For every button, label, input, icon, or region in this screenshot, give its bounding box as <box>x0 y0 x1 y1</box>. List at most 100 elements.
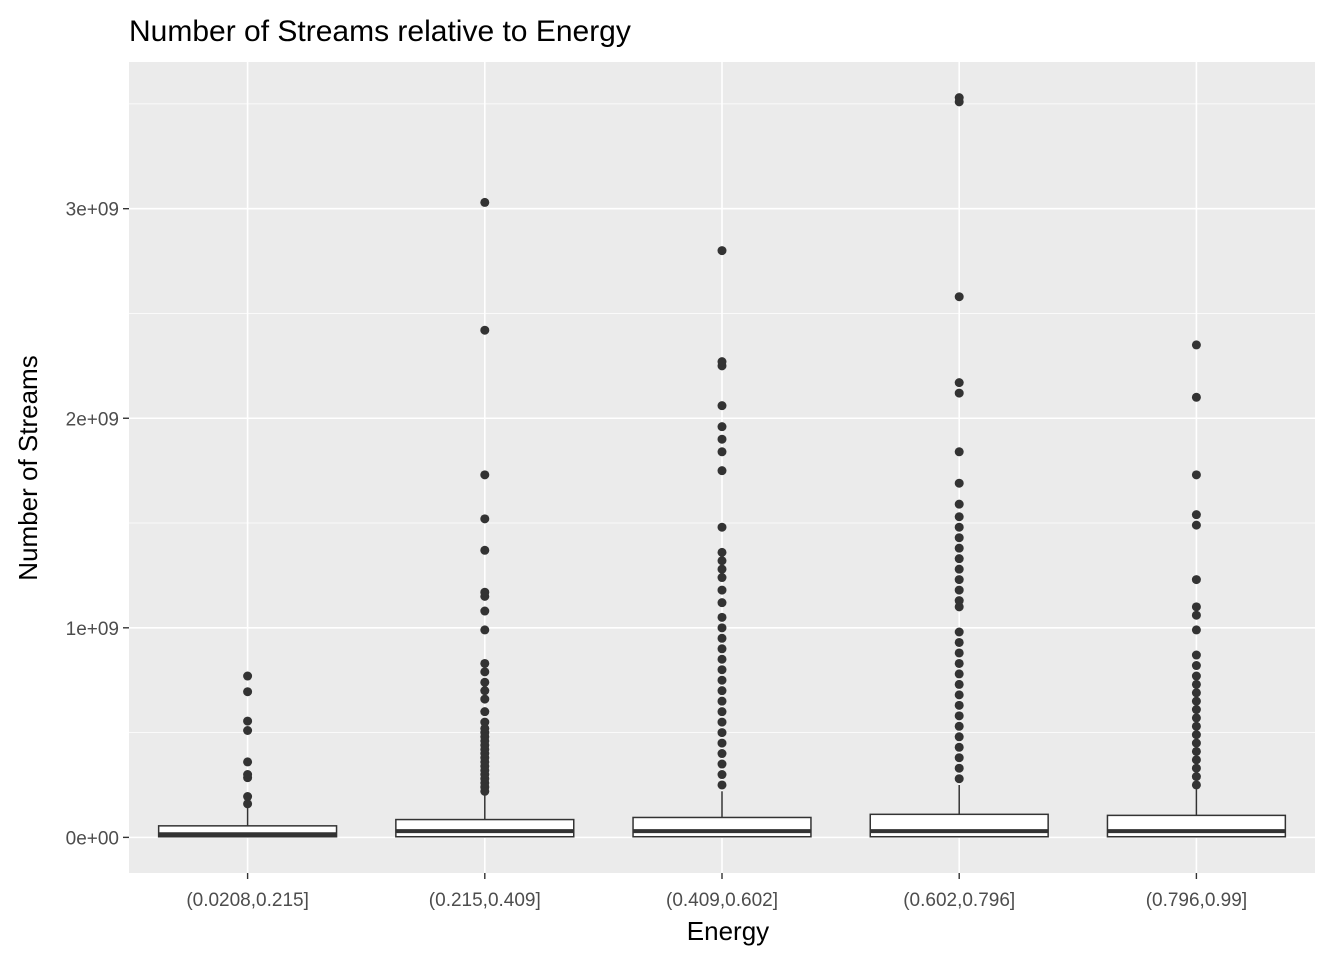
outlier-point <box>954 378 964 388</box>
outlier-point <box>954 732 964 742</box>
outlier-point <box>480 694 490 704</box>
outlier-point <box>717 728 727 738</box>
outlier-point <box>1191 602 1201 612</box>
outlier-point <box>243 687 253 697</box>
y-tick-label: 3e+09 <box>66 200 119 221</box>
outlier-point <box>717 759 727 769</box>
outlier-point <box>954 447 964 457</box>
outlier-point <box>480 514 490 524</box>
outlier-point <box>717 573 727 583</box>
outlier-point <box>243 770 253 780</box>
outlier-point <box>717 738 727 748</box>
outlier-point <box>480 667 490 677</box>
outlier-point <box>717 654 727 664</box>
outlier-point <box>717 466 727 476</box>
outlier-point <box>954 658 964 668</box>
outlier-point <box>243 757 253 767</box>
outlier-point <box>1191 625 1201 635</box>
outlier-point <box>1191 671 1201 681</box>
outlier-point <box>717 547 727 557</box>
outlier-point <box>480 606 490 616</box>
outlier-point <box>480 658 490 668</box>
x-tick-label: (0.0208,0.215] <box>186 890 309 911</box>
outlier-point <box>243 671 253 681</box>
outlier-point <box>717 707 727 717</box>
outlier-point <box>480 686 490 696</box>
box-group <box>157 671 338 838</box>
outlier-point <box>954 648 964 658</box>
outlier-point <box>954 711 964 721</box>
outlier-point <box>1191 696 1201 706</box>
y-axis-title: Number of Streams <box>13 355 43 580</box>
outlier-point <box>243 799 253 809</box>
outlier-point <box>1191 392 1201 402</box>
outlier-point <box>954 637 964 647</box>
outlier-point <box>1191 679 1201 689</box>
outlier-point <box>717 598 727 608</box>
outlier-point <box>480 717 490 727</box>
outlier-point <box>954 543 964 553</box>
box-group <box>869 93 1049 838</box>
box-group <box>395 197 575 838</box>
y-tick-label: 0e+00 <box>66 828 119 849</box>
outlier-point <box>1191 340 1201 350</box>
outlier-point <box>954 564 964 574</box>
outlier-point <box>954 585 964 595</box>
outlier-point <box>1191 755 1201 765</box>
y-tick-label: 2e+09 <box>66 409 119 430</box>
outlier-point <box>717 696 727 706</box>
outlier-point <box>1191 780 1201 790</box>
outlier-point <box>1191 730 1201 740</box>
outlier-point <box>480 587 490 597</box>
outlier-point <box>480 470 490 480</box>
y-tick-label: 1e+09 <box>66 619 119 640</box>
outlier-point <box>717 447 727 457</box>
outlier-point <box>954 753 964 763</box>
outlier-point <box>717 623 727 633</box>
box-group <box>1106 340 1287 838</box>
outlier-point <box>717 422 727 432</box>
outlier-point <box>480 325 490 335</box>
x-tick-label: (0.409,0.602] <box>666 890 778 911</box>
outlier-point <box>717 717 727 727</box>
outlier-point <box>717 401 727 411</box>
outlier-point <box>954 512 964 522</box>
outlier-point <box>954 533 964 543</box>
outlier-point <box>954 627 964 637</box>
x-axis: (0.0208,0.215] (0.215,0.409] (0.409,0.602]… <box>186 873 1247 911</box>
x-tick-label: (0.602,0.796] <box>903 890 1015 911</box>
outlier-point <box>954 388 964 398</box>
outlier-point <box>243 725 253 735</box>
outlier-point <box>480 625 490 635</box>
outlier-point <box>717 564 727 574</box>
outlier-point <box>954 669 964 679</box>
outlier-point <box>954 602 964 612</box>
outlier-point <box>480 723 490 733</box>
outlier-point <box>1191 661 1201 671</box>
outlier-point <box>954 292 964 302</box>
outlier-point <box>717 522 727 532</box>
outlier-point <box>243 716 253 726</box>
outlier-point <box>954 721 964 731</box>
outlier-point <box>480 707 490 717</box>
outlier-point <box>717 665 727 675</box>
outlier-point <box>954 554 964 564</box>
outlier-point <box>1191 713 1201 723</box>
outlier-point <box>1191 650 1201 660</box>
box-group <box>632 246 812 838</box>
box-iqr <box>157 825 338 838</box>
outlier-point <box>954 93 964 103</box>
outlier-point <box>717 357 727 367</box>
outlier-point <box>954 774 964 784</box>
outlier-point <box>1191 688 1201 698</box>
box-iqr <box>869 813 1049 838</box>
y-axis: 0e+00 1e+09 2e+09 3e+09 <box>66 200 129 849</box>
outlier-point <box>1191 470 1201 480</box>
outlier-point <box>480 197 490 207</box>
outlier-point <box>954 679 964 689</box>
outlier-point <box>954 499 964 509</box>
outlier-point <box>1191 763 1201 773</box>
box-iqr <box>395 818 575 838</box>
outlier-point <box>954 690 964 700</box>
outlier-point <box>954 763 964 773</box>
